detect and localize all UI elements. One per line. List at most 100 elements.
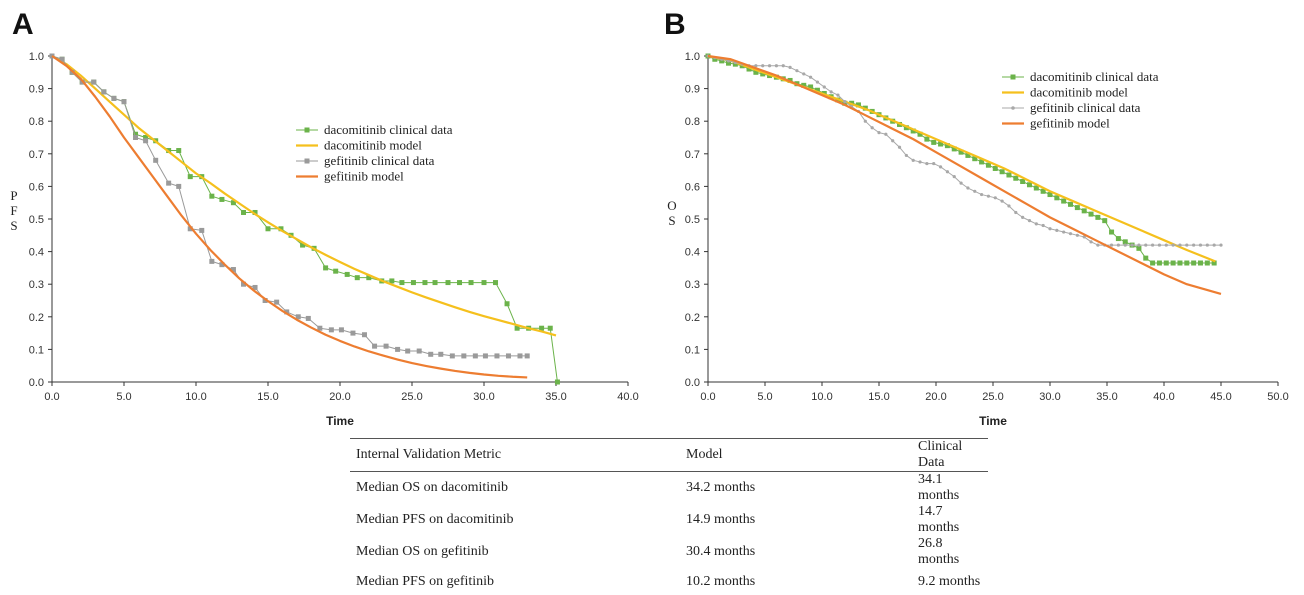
data-point-gefitinib-clinical-data [199,227,205,233]
data-point-gefitinib-clinical-data [952,175,956,179]
data-point-gefitinib-clinical-data [973,189,977,193]
x-tick-label: 30.0 [473,391,494,403]
data-point-dacomitinib-clinical-data [1013,175,1019,181]
data-point-dacomitinib-clinical-data [760,71,766,77]
data-point-gefitinib-clinical-data [1192,243,1196,247]
data-point-gefitinib-clinical-data [795,69,799,73]
x-tick-label: 30.0 [1039,391,1060,403]
data-point-gefitinib-clinical-data [1034,222,1038,226]
data-point-dacomitinib-clinical-data [457,280,463,286]
table-cell-clinical: 9.2 months [918,573,981,589]
data-point-gefitinib-clinical-data [1164,243,1168,247]
data-point-dacomitinib-clinical-data [931,139,937,145]
data-point-gefitinib-clinical-data [788,65,792,70]
data-point-gefitinib-clinical-data [1007,204,1011,208]
x-tick-label: 10.0 [811,391,832,403]
data-point-dacomitinib-clinical-data [278,226,284,232]
data-point-gefitinib-clinical-data [472,353,478,359]
y-tick-label: 0.0 [29,377,44,389]
y-tick-label: 0.9 [685,84,700,96]
x-axis-title: Time [979,414,1007,428]
data-point-gefitinib-clinical-data [121,99,127,105]
data-point-gefitinib-clinical-data [822,85,826,89]
series-line-dacomitinib-model [707,54,1216,263]
panel-b-letter: B [664,8,686,41]
data-point-dacomitinib-clinical-data [972,156,978,162]
data-point-gefitinib-clinical-data [829,90,833,94]
data-point-gefitinib-clinical-data [1096,243,1100,247]
data-point-gefitinib-clinical-data [938,165,943,169]
data-point-gefitinib-clinical-data [781,64,785,68]
legend-label-gefitinib-clinical-data: gefitinib clinical data [324,153,435,168]
data-point-gefitinib-clinical-data [517,353,523,359]
data-point-gefitinib-clinical-data [774,64,778,68]
data-point-gefitinib-clinical-data [338,327,344,333]
data-point-dacomitinib-clinical-data [209,193,215,199]
data-point-dacomitinib-clinical-data [1006,172,1012,178]
data-point-dacomitinib-clinical-data [133,131,139,137]
data-point-dacomitinib-clinical-data [422,280,428,286]
data-point-gefitinib-clinical-data [986,194,991,198]
data-point-dacomitinib-clinical-data [389,278,395,284]
series-line-gefitinib-model [51,55,528,379]
x-axis-title: Time [326,414,354,428]
data-point-gefitinib-clinical-data [904,153,908,158]
data-point-gefitinib-clinical-data [241,281,247,287]
data-point-gefitinib-clinical-data [1178,243,1182,247]
data-point-dacomitinib-clinical-data [1020,179,1026,185]
data-point-dacomitinib-clinical-data [801,82,807,88]
data-point-dacomitinib-clinical-data [842,100,848,106]
data-point-gefitinib-clinical-data [524,353,530,359]
legend-marker-dacomitinib-clinical-data [1010,74,1016,80]
data-point-dacomitinib-clinical-data [547,325,553,331]
data-point-gefitinib-clinical-data [428,351,434,357]
data-point-gefitinib-clinical-data [870,126,874,130]
data-point-dacomitinib-clinical-data [1191,260,1197,266]
data-point-gefitinib-clinical-data [1171,243,1175,247]
data-point-dacomitinib-clinical-data [1074,205,1080,211]
data-point-gefitinib-clinical-data [449,353,455,359]
table-row: Median OS on gefitinib 30.4 months 26.8 … [350,536,988,568]
data-point-gefitinib-clinical-data [884,132,888,136]
data-point-gefitinib-clinical-data [1027,219,1032,223]
data-point-gefitinib-clinical-data [911,158,915,162]
legend-marker-gefitinib-clinical-data [304,158,310,164]
data-point-gefitinib-clinical-data [966,186,970,190]
data-point-gefitinib-clinical-data [274,299,280,305]
data-point-gefitinib-clinical-data [925,161,929,166]
x-tick-label: 15.0 [257,391,278,403]
legend-label-dacomitinib-clinical-data: dacomitinib clinical data [324,122,453,137]
data-point-gefitinib-clinical-data [891,139,895,143]
data-point-gefitinib-clinical-data [1151,243,1155,247]
data-point-dacomitinib-clinical-data [410,280,416,286]
data-point-dacomitinib-clinical-data [814,87,820,93]
data-point-dacomitinib-clinical-data [958,149,964,155]
data-point-dacomitinib-clinical-data [241,209,247,215]
data-point-gefitinib-clinical-data [176,183,182,189]
data-point-dacomitinib-clinical-data [910,128,916,134]
data-point-dacomitinib-clinical-data [1150,260,1156,266]
data-point-gefitinib-clinical-data [262,298,268,303]
data-point-dacomitinib-clinical-data [1109,229,1115,235]
x-tick-label: 5.0 [116,391,131,403]
data-point-gefitinib-clinical-data [1157,243,1162,247]
data-point-dacomitinib-clinical-data [514,325,520,331]
data-point-gefitinib-clinical-data [1205,243,1209,247]
validation-table: Internal Validation Metric Model Clinica… [350,438,988,595]
data-point-dacomitinib-clinical-data [903,125,909,131]
data-point-dacomitinib-clinical-data [1061,198,1067,204]
data-point-gefitinib-clinical-data [166,180,172,186]
data-point-gefitinib-clinical-data [209,258,215,264]
data-point-dacomitinib-clinical-data [719,58,725,64]
series-line-dacomitinib-clinical-data [707,55,1215,264]
data-point-gefitinib-clinical-data [802,72,806,76]
x-tick-label: 5.0 [757,391,772,403]
y-tick-label: 0.6 [685,181,700,193]
table-header-row: Internal Validation Metric Model Clinica… [350,438,988,472]
data-point-gefitinib-clinical-data [328,327,334,333]
data-point-dacomitinib-clinical-data [366,275,372,281]
data-point-dacomitinib-clinical-data [999,169,1005,175]
data-point-dacomitinib-clinical-data [726,60,732,66]
table-cell-clinical: 34.1 months [918,472,960,503]
data-point-dacomitinib-clinical-data [1026,182,1032,188]
